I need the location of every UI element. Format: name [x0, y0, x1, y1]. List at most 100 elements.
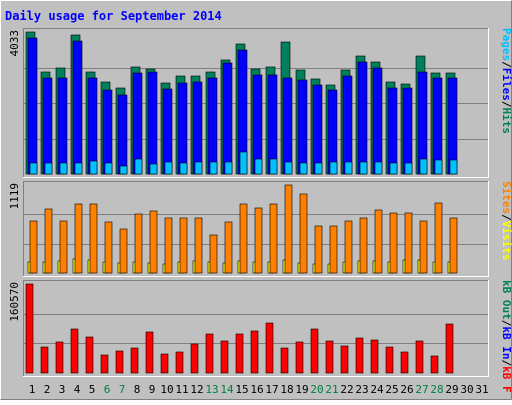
bar-pages-day-25 [389, 162, 398, 175]
day-label: 11 [175, 383, 188, 396]
bar-pages-day-7 [119, 165, 128, 175]
bar-kb-f-day-21 [325, 340, 334, 374]
bar-pages-day-17 [269, 158, 278, 175]
hits-files-pages-panel: 4033 Pages/Files/Hits [8, 28, 512, 178]
bar-pages-day-11 [179, 162, 188, 175]
day-label: 31 [475, 383, 488, 396]
bar-kb-f-day-22 [340, 345, 349, 374]
bar-sites-day-9 [149, 210, 158, 274]
bar-sites-day-13 [209, 234, 218, 274]
day-label: 16 [250, 383, 263, 396]
legend-separator: / [500, 61, 512, 68]
bar-pages-day-1 [29, 162, 38, 175]
bar-pages-day-3 [59, 162, 68, 175]
bar-kb-f-day-16 [250, 330, 259, 374]
bar-kb-f-day-3 [55, 341, 64, 374]
bar-pages-day-8 [134, 158, 143, 175]
bar-kb-f-day-11 [175, 351, 184, 374]
bar-kb-f-day-20 [310, 328, 319, 374]
legend-item-files: Files [500, 68, 512, 101]
bar-pages-day-26 [404, 162, 413, 175]
bar-pages-day-5 [89, 160, 98, 175]
bar-sites-day-16 [254, 207, 263, 274]
bar-sites-day-4 [74, 203, 83, 274]
bar-files-day-25 [387, 87, 398, 175]
bar-pages-day-21 [329, 161, 338, 175]
bar-kb-f-day-15 [235, 333, 244, 374]
bar-pages-day-20 [314, 162, 323, 175]
bar-kb-f-day-29 [445, 323, 454, 374]
bar-sites-day-5 [89, 203, 98, 274]
legend-text: Pages/Files/Hits [500, 28, 512, 134]
bar-kb-f-day-12 [190, 343, 199, 374]
bar-sites-day-17 [269, 203, 278, 274]
bar-kb-f-day-23 [355, 337, 364, 374]
bar-pages-day-19 [299, 162, 308, 175]
visits-sites-bars [27, 184, 458, 274]
legend-item-sites: Sites [500, 181, 512, 214]
bar-sites-day-21 [329, 225, 338, 274]
bar-sites-day-23 [359, 217, 368, 274]
bar-pages-day-13 [209, 161, 218, 175]
bar-sites-day-8 [134, 213, 143, 274]
day-label: 28 [430, 383, 443, 396]
bar-files-day-7 [117, 94, 128, 175]
day-label: 20 [310, 383, 323, 396]
visits-sites-legend: Sites/Visits [500, 181, 512, 261]
bar-files-day-1 [27, 37, 38, 175]
bar-kb-f-day-1 [25, 283, 34, 374]
bar-pages-day-29 [449, 159, 458, 175]
legend-item-visits: Visits [500, 221, 512, 261]
bar-files-day-28 [432, 77, 443, 175]
legend-item-kb-in: kB In [500, 326, 512, 359]
bar-files-day-27 [417, 71, 428, 175]
legend-item-hits: Hits [500, 108, 512, 135]
bar-files-day-2 [42, 77, 53, 175]
bar-kb-f-day-14 [220, 340, 229, 374]
bar-files-day-4 [72, 40, 83, 175]
bar-sites-day-1 [29, 220, 38, 274]
bar-kb-f-day-26 [400, 351, 409, 374]
bar-sites-day-25 [389, 212, 398, 274]
day-label: 14 [220, 383, 234, 396]
bar-sites-day-7 [119, 228, 128, 274]
bar-sites-day-22 [344, 220, 353, 274]
bar-sites-day-15 [239, 203, 248, 274]
day-label: 5 [89, 383, 96, 396]
bar-files-day-13 [207, 77, 218, 175]
bar-files-day-22 [342, 75, 353, 175]
legend-text: kB Out/kB In/kB F [500, 280, 512, 393]
day-label: 7 [119, 383, 126, 396]
day-label: 1 [29, 383, 36, 396]
bar-sites-day-19 [299, 193, 308, 274]
bar-kb-f-day-13 [205, 333, 214, 374]
bar-pages-day-23 [359, 161, 368, 175]
hits-files-pages-bars [25, 31, 458, 175]
bar-pages-day-4 [74, 162, 83, 175]
kbytes-bars [25, 283, 454, 374]
day-label: 13 [205, 383, 218, 396]
visits-sites-ymax-label: 1119 [8, 183, 21, 210]
kbytes-ymax-label: 160570 [8, 282, 21, 322]
visits-sites-panel: 1119 Sites/Visits [8, 181, 512, 277]
bar-sites-day-28 [434, 202, 443, 274]
bar-kb-f-day-17 [265, 322, 274, 374]
day-axis-labels: 1 2 3 4 5 6 7 8 9 10 11 12 13 14 15 16 17 18 19 20 21 22 23 24 2… [29, 383, 489, 396]
kbytes-legend: kB Out/kB In/kB F [500, 280, 512, 393]
day-label: 25 [385, 383, 398, 396]
bar-files-day-26 [402, 87, 413, 175]
bar-sites-day-10 [164, 217, 173, 274]
bar-sites-day-20 [314, 225, 323, 274]
day-label: 15 [235, 383, 248, 396]
bar-pages-day-15 [239, 151, 248, 175]
bar-sites-day-29 [449, 217, 458, 274]
bar-sites-day-18 [284, 184, 293, 274]
bar-pages-day-2 [44, 162, 53, 175]
bar-files-day-23 [357, 61, 368, 175]
bar-sites-day-27 [419, 220, 428, 274]
bar-kb-f-day-4 [70, 328, 79, 374]
day-label: 8 [134, 383, 141, 396]
legend-text: Sites/Visits [500, 181, 512, 261]
day-label: 19 [295, 383, 308, 396]
